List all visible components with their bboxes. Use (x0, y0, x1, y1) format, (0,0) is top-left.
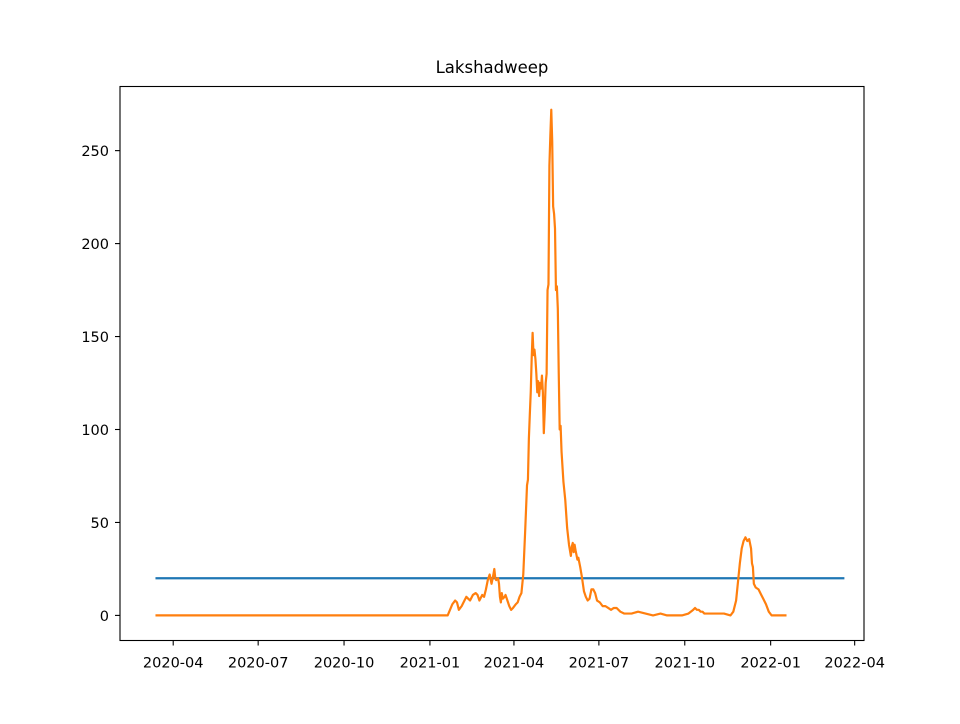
x-tick-label-4: 2021-04 (484, 656, 545, 672)
y-tick-label-1: 50 (91, 516, 109, 532)
y-tick-label-5: 250 (81, 144, 109, 160)
x-tick-label-6: 2021-10 (654, 656, 715, 672)
plot-frame (119, 85, 865, 642)
x-tick-label-8: 2022-04 (824, 656, 885, 672)
axis-layer: 2020-04 2020-07 2020-10 2021-01 2021-04 2021-… (81, 144, 885, 671)
chart-title: Lakshadweep (436, 58, 549, 77)
y-tick-label-3: 150 (81, 330, 109, 346)
x-tick-label-3: 2021-01 (400, 656, 461, 672)
x-tick-label-1: 2020-07 (228, 656, 289, 672)
y-tick-label-2: 100 (81, 423, 109, 439)
x-tick-label-2: 2020-10 (314, 656, 375, 672)
x-tick-label-0: 2020-04 (143, 656, 204, 672)
y-tick-label-4: 200 (81, 237, 109, 253)
x-tick-label-5: 2021-07 (569, 656, 630, 672)
x-tick-label-7: 2022-01 (740, 656, 801, 672)
series-layer (155, 108, 845, 617)
y-tick-label-0: 0 (100, 609, 109, 625)
series-line-1 (155, 108, 787, 617)
